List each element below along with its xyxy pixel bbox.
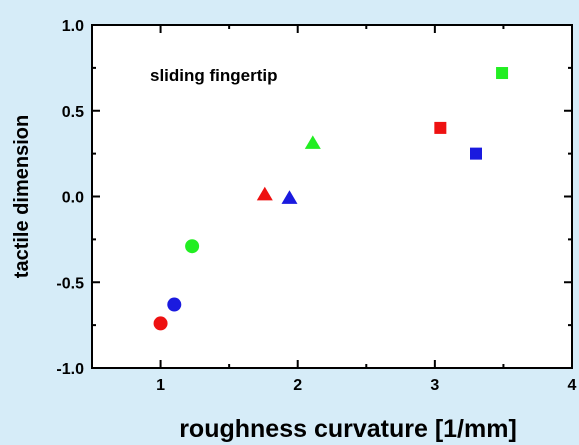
y-tick-label: 1.0	[62, 18, 84, 35]
y-tick-label: -1.0	[56, 361, 84, 378]
data-point-circle	[167, 297, 182, 312]
data-point-circle	[185, 239, 200, 254]
y-tick-labels: -1.0 -0.5 0.0 0.5 1.0	[56, 18, 84, 378]
data-point-square	[470, 147, 482, 160]
x-tick-label: 4	[568, 377, 577, 394]
data-point-circle	[153, 316, 168, 331]
x-tick-labels: 1 2 3 4	[156, 377, 576, 394]
data-point-triangle	[281, 190, 298, 204]
y-tick-label: 0.5	[62, 104, 84, 121]
data-point-triangle	[304, 135, 321, 149]
x-axis-label: roughness curvature [1/mm]	[179, 415, 517, 443]
x-tick-label: 2	[293, 377, 302, 394]
annotation-text: sliding fingertip	[150, 66, 278, 85]
x-tick-label: 1	[156, 377, 165, 394]
y-tick-label: 0.0	[62, 190, 84, 207]
data-point-triangle	[256, 186, 273, 201]
x-tick-label: 3	[430, 377, 439, 394]
data-point-square	[496, 67, 509, 80]
data-points	[153, 67, 509, 331]
axis-ticks	[91, 24, 573, 369]
y-axis-label: tactile dimension	[11, 115, 33, 278]
y-tick-label: -0.5	[56, 275, 84, 292]
data-point-square	[434, 121, 447, 134]
